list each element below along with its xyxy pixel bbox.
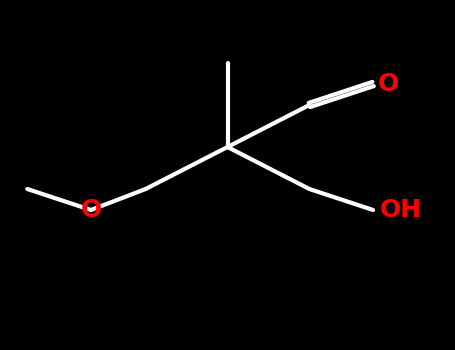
- Text: O: O: [378, 72, 399, 96]
- Text: OH: OH: [380, 198, 422, 222]
- Text: O: O: [81, 198, 101, 222]
